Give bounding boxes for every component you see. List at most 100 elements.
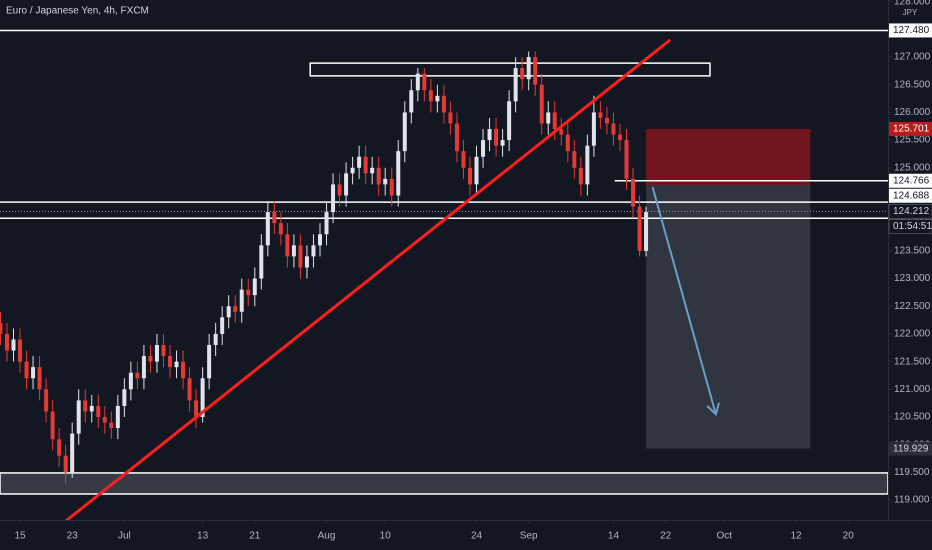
candle-body [415,73,420,91]
candle-body [389,178,394,196]
x-tick-label: Jul [118,531,131,542]
candle-body [168,356,173,368]
candle-body [285,234,290,257]
candle-body [141,356,146,379]
x-tick-label: 15 [14,531,26,542]
candle-body [631,178,636,207]
y-tick-label: 120.500 [894,412,931,423]
candle-body [428,90,433,102]
price-label-box [889,441,932,456]
candle-body [239,289,244,312]
y-tick-label: 119.500 [894,467,930,478]
candle-body [0,322,3,334]
trendline [64,38,672,520]
candle-body [89,405,94,412]
candle-body [520,68,525,80]
price-label: 124.766 [893,175,930,186]
candle-body [448,112,453,124]
y-tick-label: 122.000 [894,329,931,340]
candle-body [578,167,583,185]
candle-body [559,129,564,135]
candle-body [207,345,212,379]
candle-body [507,101,512,141]
price-label: 119.929 [893,443,929,454]
candle-body [220,317,225,334]
candle-body [644,212,649,251]
candle-body [11,339,16,351]
candle-body [200,378,205,417]
currency: JPY [903,8,918,17]
arrow-head [706,402,721,417]
candle-body [454,123,459,152]
candle-body [44,389,49,412]
x-tick-label: Aug [318,531,336,542]
candle-body [494,129,499,146]
candle-body [187,378,192,401]
candle-body [259,245,264,279]
candle-body [246,289,251,296]
resistance-box [309,62,711,77]
x-tick-label: 13 [197,531,209,542]
countdown-box [888,219,932,234]
x-tick-label: 14 [608,531,620,542]
candle-body [304,256,309,268]
candle-body [487,129,492,141]
candle-body [109,422,114,429]
candle-body [324,212,329,235]
candle-body [24,361,29,379]
candle-body [370,167,375,174]
candle-body [226,306,231,318]
candle-body [474,156,479,185]
y-tick-label: 127.000 [894,52,931,63]
candle-body [265,212,270,246]
chart-title: Euro / Japanese Yen, 4h, FXCM [6,6,149,17]
x-tick-label: Sep [520,531,538,542]
price-label: 124.688 [893,190,930,201]
candle-body [57,439,62,456]
candle-body [513,68,518,102]
candle-body [539,84,544,124]
candle-body [591,112,596,146]
price-label: 125.701 [893,124,930,135]
candle-body [572,151,577,168]
candle-body [128,372,133,390]
candle-body [383,178,388,185]
candle-body [4,333,9,351]
candle-body [154,345,159,362]
candle-body [552,112,557,130]
x-tick-label: 12 [790,531,802,542]
price-label: 124.212 [893,206,930,217]
candle-body [37,367,42,390]
candle-body [161,345,166,357]
y-tick-label: 123.500 [894,246,931,257]
candle-body [96,405,101,417]
candle-body [617,134,622,141]
y-tick-label: 121.000 [894,384,931,395]
candle-body [363,156,368,174]
candle-body [565,134,570,152]
y-tick-label: 119.000 [894,495,930,506]
candle-body [344,173,349,196]
candle-body [272,212,277,224]
candle-body [76,400,81,434]
candle-body [585,145,590,185]
candle-body [337,184,342,196]
y-tick-label: 125.000 [894,162,931,173]
candle-body [252,278,257,296]
price-label-box [889,121,932,136]
candle-body [83,400,88,412]
candle-body [409,90,414,113]
candle-body [70,433,75,473]
support-band [0,472,888,495]
candle-body [376,167,381,185]
price-label-box [888,204,932,219]
candle-body [611,123,616,135]
candle-body [331,184,336,213]
candle-body [135,372,140,379]
candle-body [481,140,486,157]
x-tick-label: Oct [717,531,733,542]
x-tick-label: 23 [67,531,79,542]
candle-body [18,339,23,362]
countdown: 01:54:51 [893,221,932,232]
candle-body [598,112,603,118]
